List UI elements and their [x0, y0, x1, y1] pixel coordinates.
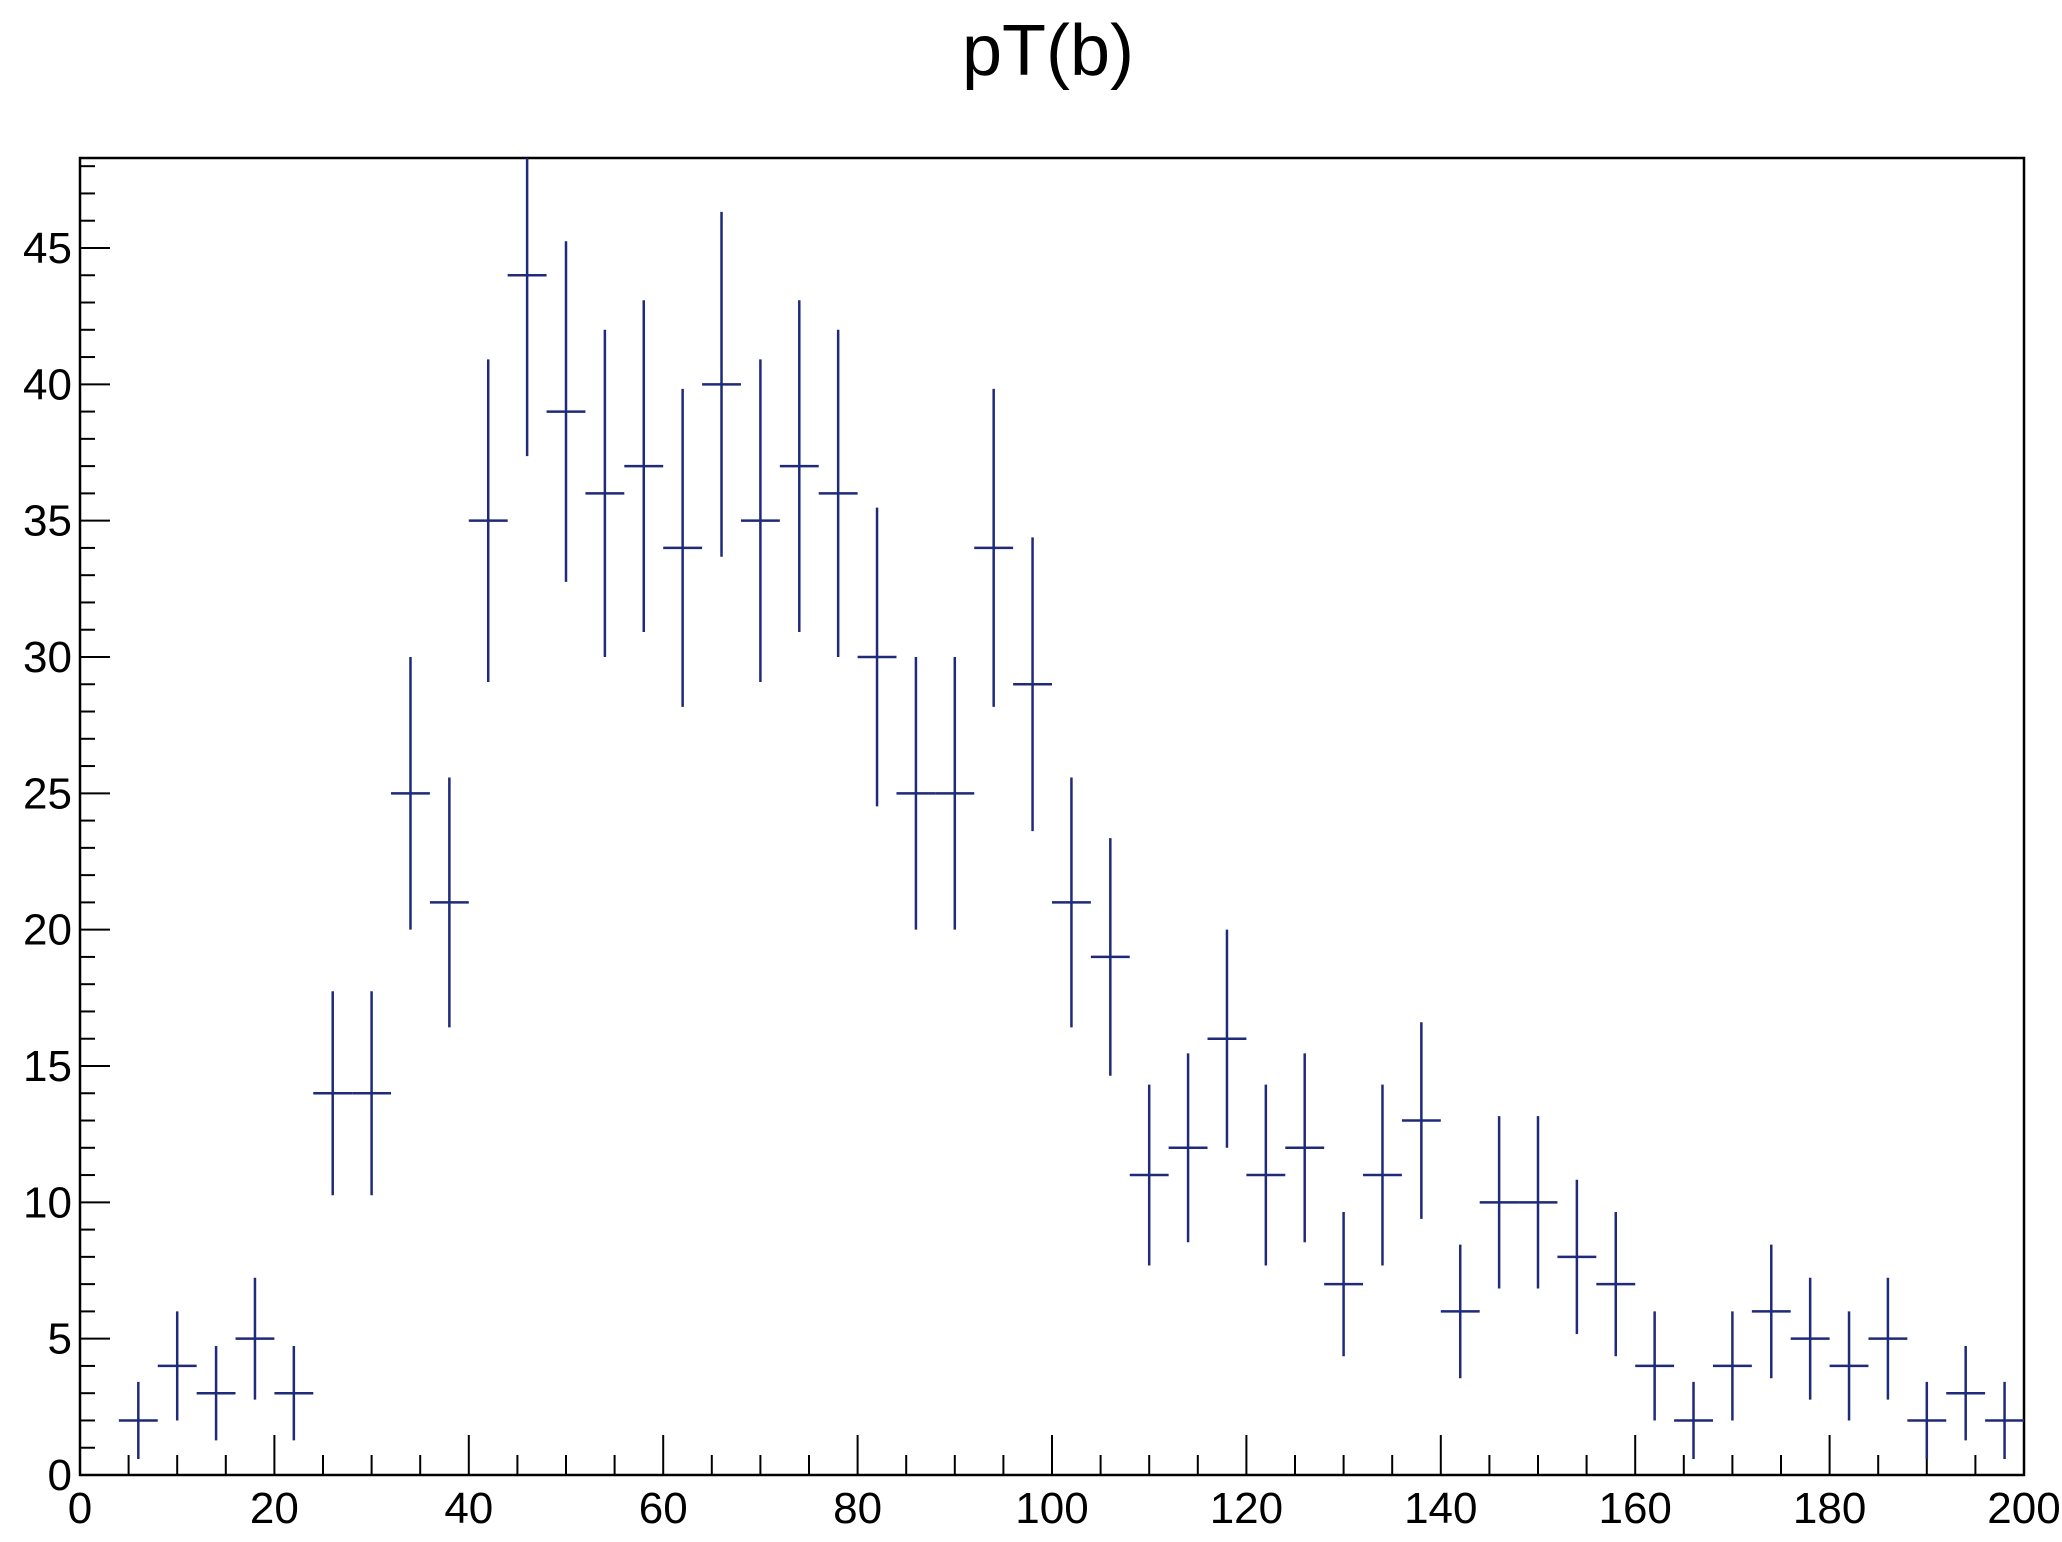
- x-tick-label: 180: [1793, 1484, 1866, 1533]
- data-point: [1440, 1244, 1480, 1379]
- data-point: [1868, 1277, 1908, 1400]
- data-point: [1829, 1311, 1869, 1421]
- data-point: [507, 158, 547, 457]
- data-point: [935, 656, 975, 930]
- data-point: [1751, 1244, 1791, 1379]
- plot-frame: [78, 156, 2026, 1477]
- data-point: [1557, 1179, 1597, 1334]
- data-point: [196, 1345, 236, 1441]
- data-point: [1635, 1311, 1675, 1421]
- data-point: [1168, 1053, 1208, 1243]
- x-tick-label: 40: [444, 1484, 493, 1533]
- y-tick-label: 0: [48, 1451, 72, 1500]
- data-point: [157, 1311, 197, 1421]
- y-axis: 0 5 10 15 20 25 30 35 40 45: [23, 165, 110, 1500]
- y-tick-label: 35: [23, 497, 72, 546]
- y-tick-label: 5: [48, 1315, 72, 1364]
- data-point: [1790, 1277, 1830, 1400]
- data-point: [391, 656, 430, 930]
- plot-border: [78, 156, 2026, 1477]
- x-tick-label: 80: [833, 1484, 882, 1533]
- x-axis: 0 20 40 60 80 100 120 140 160 180 200: [68, 1435, 2061, 1533]
- data-points: [118, 158, 2024, 1460]
- data-point: [1518, 1116, 1558, 1289]
- x-tick-label: 60: [639, 1484, 688, 1533]
- y-tick-label: 30: [23, 633, 72, 682]
- data-point: [1674, 1381, 1713, 1460]
- data-point: [352, 991, 392, 1196]
- data-point: [1985, 1381, 2024, 1460]
- x-tick-label: 100: [1015, 1484, 1088, 1533]
- data-point: [740, 359, 780, 682]
- data-point: [1207, 929, 1247, 1148]
- data-point: [702, 211, 741, 557]
- data-point: [546, 241, 586, 582]
- data-point: [235, 1277, 275, 1400]
- data-point: [1401, 1022, 1441, 1219]
- y-tick-label: 10: [23, 1178, 72, 1227]
- x-tick-label: 200: [1987, 1484, 2060, 1533]
- chart-title: pT(b): [962, 11, 1134, 91]
- x-tick-label: 0: [68, 1484, 92, 1533]
- data-point: [779, 300, 819, 632]
- y-tick-label: 20: [23, 906, 72, 955]
- data-point: [1479, 1116, 1519, 1289]
- data-point: [1907, 1381, 1947, 1460]
- data-point: [624, 300, 664, 632]
- x-tick-label: 120: [1210, 1484, 1283, 1533]
- data-point: [1946, 1345, 1986, 1441]
- data-point: [1052, 777, 1091, 1028]
- y-tick-label: 45: [23, 224, 72, 273]
- x-tick-label: 20: [250, 1484, 299, 1533]
- data-point: [1363, 1084, 1402, 1266]
- data-point: [274, 1345, 314, 1441]
- data-point: [857, 507, 897, 807]
- data-point: [1090, 838, 1130, 1076]
- data-point: [1285, 1053, 1325, 1243]
- data-point: [118, 1381, 158, 1460]
- data-point: [585, 329, 625, 657]
- data-point: [468, 359, 508, 682]
- x-tick-label: 160: [1598, 1484, 1671, 1533]
- data-point: [663, 388, 703, 707]
- data-point: [896, 656, 936, 930]
- data-point: [1129, 1084, 1169, 1266]
- data-point: [1013, 537, 1052, 832]
- data-point: [1596, 1211, 1636, 1357]
- data-point: [818, 329, 858, 657]
- data-point: [1324, 1211, 1364, 1357]
- data-point: [429, 777, 469, 1028]
- y-tick-label: 15: [23, 1042, 72, 1091]
- x-tick-label: 140: [1404, 1484, 1477, 1533]
- data-point: [313, 991, 353, 1196]
- data-point: [1712, 1311, 1752, 1421]
- data-point: [1246, 1084, 1286, 1266]
- data-point: [974, 388, 1014, 707]
- y-tick-label: 40: [23, 360, 72, 409]
- y-tick-label: 25: [23, 769, 72, 818]
